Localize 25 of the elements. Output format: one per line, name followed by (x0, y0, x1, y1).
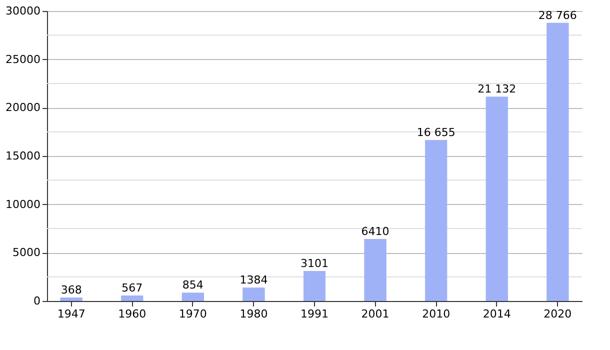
y-tick-label: 30000 (6, 4, 40, 18)
x-tick-label: 1970 (178, 308, 207, 320)
y-tick-label: 25000 (6, 52, 40, 66)
x-tick-label: 1980 (240, 308, 268, 320)
x-tick-label: 2001 (361, 308, 390, 320)
y-tick-label: 15000 (6, 150, 40, 162)
x-tick-label: 2020 (544, 308, 572, 320)
data-label: 3101 (300, 257, 328, 270)
x-tick-label: 1947 (57, 308, 86, 320)
data-label: 28 766 (538, 8, 577, 22)
data-label: 6410 (361, 225, 390, 238)
data-label: 16 655 (416, 126, 456, 139)
y-tick-label: 5000 (12, 246, 40, 260)
x-tick-label: 2010 (422, 308, 450, 320)
data-label: 1384 (240, 274, 268, 287)
x-tick-label: 1991 (300, 308, 328, 320)
data-label: 854 (182, 278, 204, 292)
y-tick-label: 20000 (6, 101, 40, 114)
y-tick-label: 0 (34, 294, 40, 308)
x-tick-label: 2014 (482, 308, 511, 320)
data-label: 21 132 (478, 82, 516, 96)
data-label: 368 (60, 283, 82, 296)
data-label: 567 (122, 282, 143, 295)
y-tick-label: 10000 (6, 198, 40, 211)
x-tick-label: 1960 (118, 308, 146, 320)
